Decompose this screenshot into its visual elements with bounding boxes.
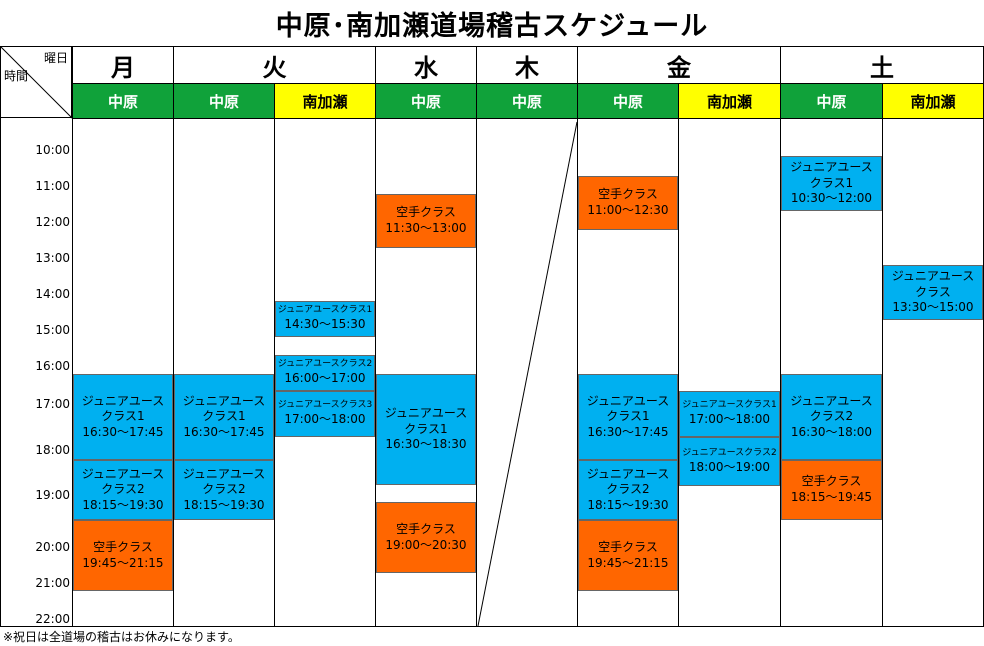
schedule-column bbox=[780, 118, 883, 626]
location-header: 中原 bbox=[375, 83, 477, 119]
class-block[interactable]: ジュニアユース クラス1 10:30～12:00 bbox=[781, 156, 882, 211]
schedule-column bbox=[882, 118, 984, 626]
schedule-column bbox=[375, 118, 477, 626]
schedule-column bbox=[72, 118, 174, 626]
location-header: 中原 bbox=[476, 83, 578, 119]
location-header: 中原 bbox=[577, 83, 679, 119]
time-label-10: 10:00 bbox=[35, 143, 70, 157]
time-label-22: 22:00 bbox=[35, 612, 70, 626]
class-block[interactable]: ジュニアユース クラス 13:30～15:00 bbox=[883, 265, 983, 320]
schedule-column bbox=[476, 118, 578, 626]
class-block[interactable]: ジュニアユース クラス2 16:30～18:00 bbox=[781, 374, 882, 460]
table-bottom-border bbox=[0, 626, 984, 627]
class-block[interactable]: ジュニアユース クラス1 16:30～17:45 bbox=[174, 374, 274, 460]
time-label: 時間 bbox=[4, 69, 29, 83]
closed-day-diagonal bbox=[477, 121, 578, 626]
class-block[interactable]: ジュニアユース クラス2 18:15～19:30 bbox=[73, 460, 173, 520]
time-label-14: 14:00 bbox=[35, 287, 70, 301]
day-header-thu: 木 bbox=[476, 46, 578, 84]
location-header: 中原 bbox=[72, 83, 174, 119]
time-label-17: 17:00 bbox=[35, 397, 70, 411]
class-block[interactable]: ジュニアユースクラス2 18:00～19:00 bbox=[679, 437, 780, 486]
time-label-21: 21:00 bbox=[35, 576, 70, 590]
class-block[interactable]: 空手クラス 18:15～19:45 bbox=[781, 460, 882, 520]
day-header-tue: 火 bbox=[173, 46, 376, 84]
time-label-19: 19:00 bbox=[35, 488, 70, 502]
class-block[interactable]: ジュニアユースクラス3 17:00～18:00 bbox=[275, 391, 375, 437]
class-block[interactable]: ジュニアユースクラス1 17:00～18:00 bbox=[679, 391, 780, 437]
schedule-column bbox=[577, 118, 679, 626]
weekday-label: 曜日 bbox=[43, 51, 68, 65]
location-header: 南加瀬 bbox=[274, 83, 376, 119]
time-label-11: 11:00 bbox=[35, 179, 70, 193]
class-block[interactable]: ジュニアユース クラス2 18:15～19:30 bbox=[174, 460, 274, 520]
class-block[interactable]: ジュニアユース クラス2 18:15～19:30 bbox=[578, 460, 678, 520]
time-label-13: 13:00 bbox=[35, 251, 70, 265]
schedule-column bbox=[678, 118, 781, 626]
class-block[interactable]: ジュニアユースクラス1 14:30～15:30 bbox=[275, 301, 375, 337]
schedule-column bbox=[173, 118, 275, 626]
location-header: 南加瀬 bbox=[678, 83, 781, 119]
time-label-20: 20:00 bbox=[35, 540, 70, 554]
time-label-16: 16:00 bbox=[35, 359, 70, 373]
day-header-sat: 土 bbox=[780, 46, 984, 84]
location-header: 中原 bbox=[780, 83, 883, 119]
class-block[interactable]: 空手クラス 19:45～21:15 bbox=[73, 520, 173, 591]
page-title: 中原･南加瀬道場稽古スケジュール bbox=[275, 11, 709, 42]
holiday-note: ※祝日は全道場の稽古はお休みになります。 bbox=[3, 630, 240, 644]
corner-diagonal bbox=[1, 47, 73, 119]
time-label-15: 15:00 bbox=[35, 323, 70, 337]
schedule-column bbox=[274, 118, 376, 626]
class-block[interactable]: 空手クラス 19:45～21:15 bbox=[578, 520, 678, 591]
day-header-fri: 金 bbox=[577, 46, 781, 84]
location-header: 中原 bbox=[173, 83, 275, 119]
class-block[interactable]: ジュニアユース クラス1 16:30～17:45 bbox=[578, 374, 678, 460]
class-block[interactable]: ジュニアユース クラス1 16:30～18:30 bbox=[376, 374, 476, 485]
location-header: 南加瀬 bbox=[882, 83, 984, 119]
class-block[interactable]: 空手クラス 19:00～20:30 bbox=[376, 502, 476, 573]
class-block[interactable]: 空手クラス 11:00～12:30 bbox=[578, 176, 678, 230]
time-label-12: 12:00 bbox=[35, 215, 70, 229]
class-block[interactable]: ジュニアユース クラス1 16:30～17:45 bbox=[73, 374, 173, 460]
class-block[interactable]: ジュニアユースクラス2 16:00～17:00 bbox=[275, 355, 375, 391]
day-header-mon: 月 bbox=[72, 46, 174, 84]
corner-header: 曜日 時間 bbox=[0, 46, 73, 119]
time-column bbox=[0, 118, 73, 626]
class-block[interactable]: 空手クラス 11:30～13:00 bbox=[376, 194, 476, 248]
time-label-18: 18:00 bbox=[35, 443, 70, 457]
day-header-wed: 水 bbox=[375, 46, 477, 84]
